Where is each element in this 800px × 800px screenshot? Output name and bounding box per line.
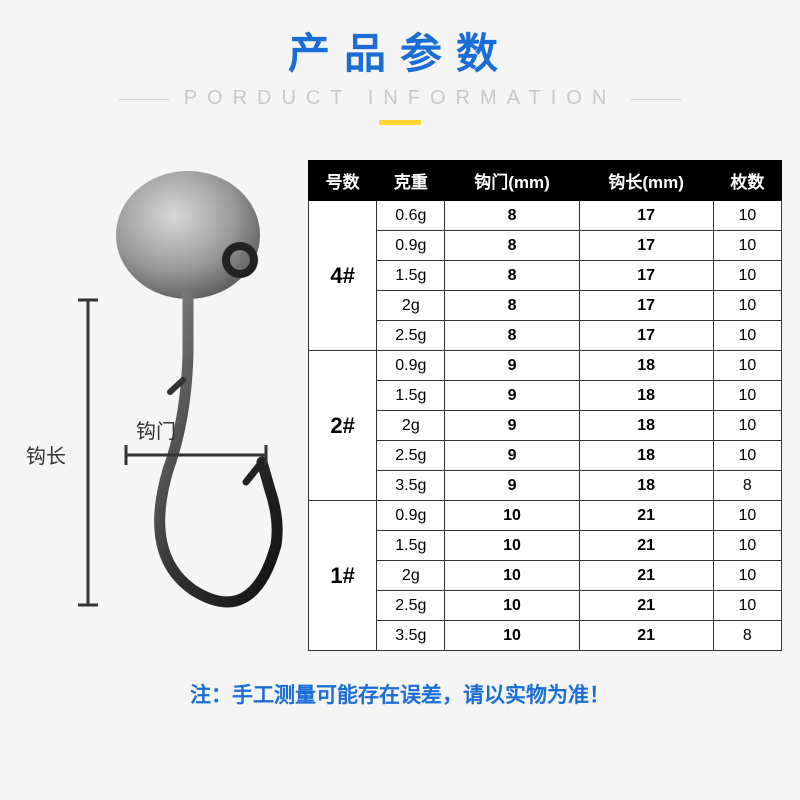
cell-count: 10 [713,201,781,231]
header: 产品参数 PORDUCT INFORMATION [0,0,800,125]
table-row: 0.9g81710 [309,231,782,261]
cell-length: 21 [579,501,713,531]
cell-count: 10 [713,561,781,591]
table-row: 1#0.9g102110 [309,501,782,531]
cell-size: 4# [309,201,377,351]
table-row: 1.5g81710 [309,261,782,291]
title-chinese: 产品参数 [0,20,800,81]
cell-length: 17 [579,321,713,351]
cell-length: 17 [579,201,713,231]
cell-gap: 9 [445,351,579,381]
cell-gap: 10 [445,561,579,591]
cell-gap: 10 [445,591,579,621]
cell-weight: 1.5g [377,261,445,291]
cell-gap: 10 [445,531,579,561]
cell-length: 17 [579,261,713,291]
cell-size: 1# [309,501,377,651]
cell-count: 10 [713,261,781,291]
cell-count: 10 [713,501,781,531]
table-row: 4#0.6g81710 [309,201,782,231]
cell-weight: 0.9g [377,351,445,381]
cell-weight: 3.5g [377,471,445,501]
hook-diagram: 钩长 钩门 [18,160,308,651]
cell-gap: 8 [445,201,579,231]
cell-length: 18 [579,441,713,471]
title-underline [379,120,421,125]
table-row: 2g102110 [309,561,782,591]
table-row: 2#0.9g91810 [309,351,782,381]
cell-length: 17 [579,291,713,321]
cell-length: 18 [579,411,713,441]
cell-length: 21 [579,531,713,561]
col-size: 号数 [309,161,377,201]
cell-weight: 1.5g [377,381,445,411]
table-row: 2g81710 [309,291,782,321]
table-row: 1.5g102110 [309,531,782,561]
table-row: 3.5g10218 [309,621,782,651]
cell-weight: 2.5g [377,321,445,351]
table-row: 1.5g91810 [309,381,782,411]
cell-gap: 9 [445,441,579,471]
cell-weight: 0.9g [377,501,445,531]
cell-length: 18 [579,351,713,381]
cell-weight: 2.5g [377,441,445,471]
cell-count: 10 [713,231,781,261]
label-hook-length: 钩长 [26,440,66,469]
cell-count: 10 [713,321,781,351]
table-row: 2.5g81710 [309,321,782,351]
title-english: PORDUCT INFORMATION [184,87,617,110]
cell-count: 8 [713,471,781,501]
label-hook-gap: 钩门 [136,415,176,444]
table-row: 2g91810 [309,411,782,441]
cell-gap: 8 [445,291,579,321]
spec-table-wrap: 号数 克重 钩门(mm) 钩长(mm) 枚数 4#0.6g817100.9g81… [308,160,782,651]
cell-weight: 2g [377,561,445,591]
cell-gap: 9 [445,471,579,501]
cell-gap: 8 [445,261,579,291]
cell-gap: 10 [445,501,579,531]
cell-weight: 2.5g [377,591,445,621]
cell-weight: 3.5g [377,621,445,651]
cell-gap: 9 [445,411,579,441]
table-header-row: 号数 克重 钩门(mm) 钩长(mm) 枚数 [309,161,782,201]
col-count: 枚数 [713,161,781,201]
table-row: 2.5g102110 [309,591,782,621]
cell-gap: 8 [445,231,579,261]
cell-length: 18 [579,471,713,501]
col-length: 钩长(mm) [579,161,713,201]
cell-length: 18 [579,381,713,411]
table-row: 2.5g91810 [309,441,782,471]
cell-gap: 8 [445,321,579,351]
cell-count: 10 [713,381,781,411]
footnote: 注：手工测量可能存在误差，请以实物为准！ [0,679,800,709]
cell-weight: 0.9g [377,231,445,261]
cell-weight: 0.6g [377,201,445,231]
cell-count: 10 [713,591,781,621]
cell-gap: 9 [445,381,579,411]
cell-weight: 2g [377,291,445,321]
hook-svg [18,160,308,620]
cell-length: 17 [579,231,713,261]
col-weight: 克重 [377,161,445,201]
cell-count: 8 [713,621,781,651]
table-row: 3.5g9188 [309,471,782,501]
cell-length: 21 [579,591,713,621]
cell-length: 21 [579,561,713,591]
cell-count: 10 [713,441,781,471]
cell-weight: 1.5g [377,531,445,561]
cell-size: 2# [309,351,377,501]
cell-length: 21 [579,621,713,651]
cell-count: 10 [713,291,781,321]
cell-count: 10 [713,351,781,381]
col-gap: 钩门(mm) [445,161,579,201]
cell-gap: 10 [445,621,579,651]
cell-weight: 2g [377,411,445,441]
content-row: 钩长 钩门 号数 克重 钩门(mm) 钩长(mm) 枚数 4#0.6g81710… [0,160,800,651]
cell-count: 10 [713,411,781,441]
cell-count: 10 [713,531,781,561]
spec-table: 号数 克重 钩门(mm) 钩长(mm) 枚数 4#0.6g817100.9g81… [308,160,782,651]
